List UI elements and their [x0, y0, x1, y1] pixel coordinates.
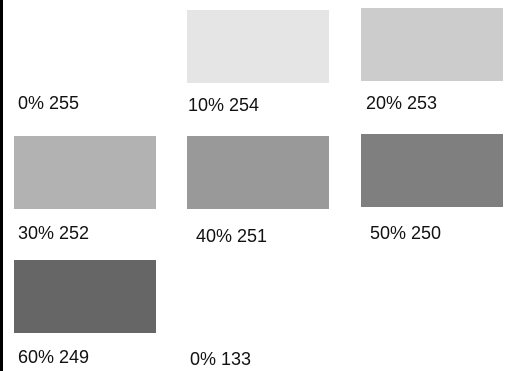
left-edge-rule	[0, 0, 3, 371]
swatch-50	[361, 134, 503, 207]
swatch-label-0: 0% 255	[18, 93, 80, 113]
swatch-0	[14, 8, 156, 81]
swatch-30	[14, 136, 156, 209]
swatch-10	[187, 10, 329, 83]
swatch-20	[361, 8, 503, 81]
swatch-label-133: 0% 133	[190, 349, 252, 369]
swatch-label-30: 30% 252	[18, 223, 90, 243]
swatch-40	[187, 136, 329, 209]
swatch-label-20: 20% 253	[366, 93, 438, 113]
swatch-label-10: 10% 254	[188, 95, 260, 115]
swatch-60	[14, 260, 156, 333]
swatch-label-60: 60% 249	[18, 347, 90, 367]
swatch-label-40: 40% 251	[196, 226, 268, 246]
swatch-label-50: 50% 250	[370, 223, 442, 243]
